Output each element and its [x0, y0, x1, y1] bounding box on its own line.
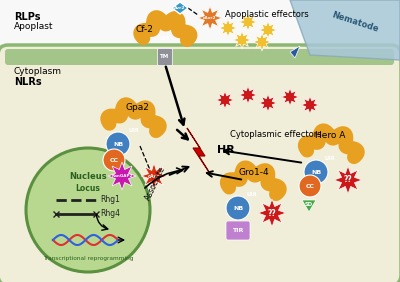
Text: cAvr2: cAvr2: [203, 16, 217, 20]
Text: Nucleus: Nucleus: [69, 172, 107, 181]
Text: LRR: LRR: [129, 127, 139, 133]
FancyBboxPatch shape: [0, 45, 400, 282]
Text: Gro1-4: Gro1-4: [239, 168, 269, 177]
Text: Cytoplasmic effectors: Cytoplasmic effectors: [230, 130, 322, 139]
Text: Rhg4: Rhg4: [100, 210, 120, 219]
Text: Nematode: Nematode: [330, 10, 380, 34]
Text: NB: NB: [113, 142, 123, 147]
Polygon shape: [198, 6, 222, 30]
Text: NLRs: NLRs: [14, 77, 42, 87]
Polygon shape: [259, 21, 277, 39]
Text: Cytoplasm: Cytoplasm: [14, 67, 62, 76]
FancyBboxPatch shape: [5, 49, 394, 65]
Text: CC: CC: [306, 184, 314, 188]
Text: TM: TM: [160, 54, 170, 60]
Polygon shape: [239, 13, 257, 31]
FancyBboxPatch shape: [158, 49, 172, 65]
Text: Rhg1: Rhg1: [100, 195, 120, 204]
Text: NB: NB: [233, 206, 243, 210]
Polygon shape: [334, 166, 362, 194]
Polygon shape: [233, 31, 251, 49]
Polygon shape: [290, 0, 400, 60]
Text: SD: SD: [305, 202, 313, 208]
Polygon shape: [187, 128, 209, 172]
Circle shape: [299, 175, 321, 197]
Circle shape: [103, 149, 125, 171]
Circle shape: [226, 196, 250, 220]
FancyBboxPatch shape: [226, 221, 250, 240]
Text: Gpa2: Gpa2: [125, 103, 149, 112]
Text: ??: ??: [344, 175, 352, 184]
Text: Associate: Associate: [143, 164, 167, 202]
Polygon shape: [219, 19, 237, 37]
Polygon shape: [302, 200, 316, 212]
Polygon shape: [258, 199, 286, 227]
Text: LRR: LRR: [325, 155, 335, 160]
Text: Apoplast: Apoplast: [14, 22, 54, 31]
Text: TIR: TIR: [232, 228, 244, 232]
Text: RLPs: RLPs: [14, 12, 40, 22]
Circle shape: [106, 132, 130, 156]
Polygon shape: [216, 91, 234, 109]
Polygon shape: [108, 162, 136, 190]
Text: Hero A: Hero A: [315, 131, 345, 140]
Text: Avr2: Avr2: [174, 6, 186, 10]
Polygon shape: [290, 46, 300, 58]
Polygon shape: [253, 33, 271, 51]
Text: Cf-2: Cf-2: [135, 25, 153, 34]
Polygon shape: [301, 96, 319, 114]
Circle shape: [26, 148, 150, 272]
Polygon shape: [172, 2, 188, 14]
Polygon shape: [259, 94, 277, 112]
Polygon shape: [281, 88, 299, 106]
Text: LRR: LRR: [247, 193, 257, 197]
Polygon shape: [239, 86, 257, 104]
Text: Apoplastic effectors: Apoplastic effectors: [225, 10, 309, 19]
Circle shape: [304, 160, 328, 184]
Polygon shape: [141, 163, 167, 189]
Text: NB: NB: [311, 169, 321, 175]
Text: RanGAP2: RanGAP2: [111, 174, 133, 178]
Text: LRR: LRR: [160, 36, 170, 41]
Text: CC: CC: [110, 158, 118, 162]
Text: ??: ??: [268, 208, 276, 217]
Text: HR: HR: [217, 145, 235, 155]
Text: Locus: Locus: [76, 184, 100, 193]
Text: cAvr: cAvr: [148, 173, 160, 179]
Text: Transcriptional reprogramming: Transcriptional reprogramming: [43, 256, 133, 261]
